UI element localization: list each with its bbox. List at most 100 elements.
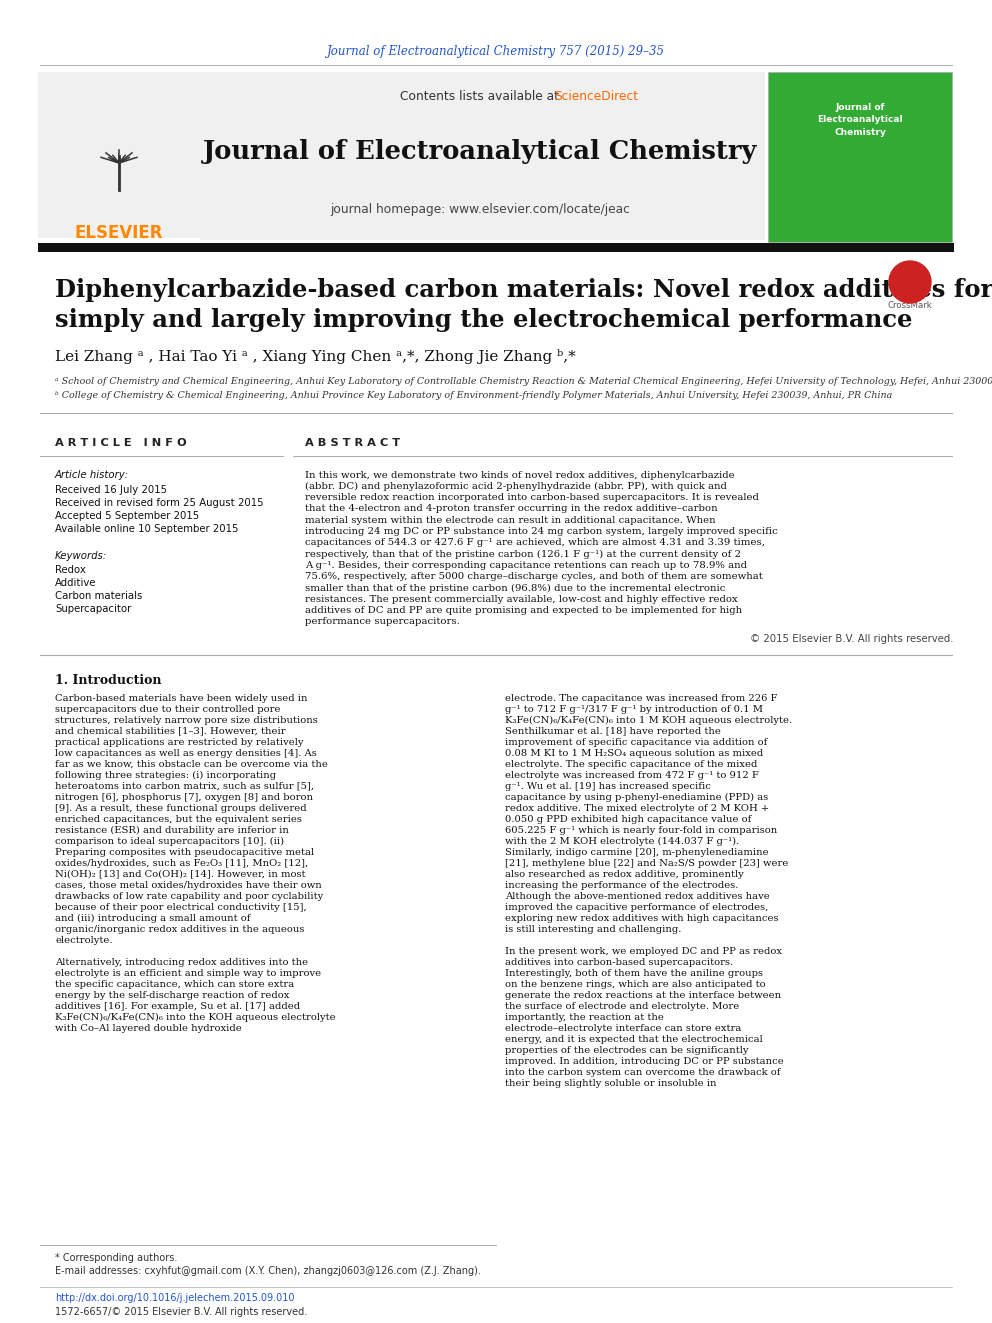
Text: importantly, the reaction at the: importantly, the reaction at the: [505, 1012, 664, 1021]
Text: 1. Introduction: 1. Introduction: [55, 673, 162, 687]
Text: enriched capacitances, but the equivalent series: enriched capacitances, but the equivalen…: [55, 815, 302, 824]
Text: additives of DC and PP are quite promising and expected to be implemented for hi: additives of DC and PP are quite promisi…: [305, 606, 742, 615]
Text: journal homepage: www.elsevier.com/locate/jeac: journal homepage: www.elsevier.com/locat…: [330, 204, 630, 217]
Text: Diphenylcarbazide-based carbon materials: Novel redox additives for: Diphenylcarbazide-based carbon materials…: [55, 278, 992, 302]
Text: organic/inorganic redox additives in the aqueous: organic/inorganic redox additives in the…: [55, 925, 305, 934]
Text: [9]. As a result, these functional groups delivered: [9]. As a result, these functional group…: [55, 803, 307, 812]
Text: Contents lists available at: Contents lists available at: [401, 90, 559, 102]
Text: Journal of
Electroanalytical
Chemistry: Journal of Electroanalytical Chemistry: [817, 103, 903, 138]
Text: A g⁻¹. Besides, their corresponding capacitance retentions can reach up to 78.9%: A g⁻¹. Besides, their corresponding capa…: [305, 561, 747, 570]
Text: because of their poor electrical conductivity [15],: because of their poor electrical conduct…: [55, 902, 307, 912]
Text: on the benzene rings, which are also anticipated to: on the benzene rings, which are also ant…: [505, 980, 766, 988]
Text: their being slightly soluble or insoluble in: their being slightly soluble or insolubl…: [505, 1078, 716, 1088]
Text: Carbon materials: Carbon materials: [55, 591, 143, 601]
Text: capacitance by using p-phenyl-enediamine (PPD) as: capacitance by using p-phenyl-enediamine…: [505, 792, 768, 802]
Text: g⁻¹ to 712 F g⁻¹/317 F g⁻¹ by introduction of 0.1 M: g⁻¹ to 712 F g⁻¹/317 F g⁻¹ by introducti…: [505, 705, 763, 713]
Text: In the present work, we employed DC and PP as redox: In the present work, we employed DC and …: [505, 947, 782, 955]
Text: with Co–Al layered double hydroxide: with Co–Al layered double hydroxide: [55, 1024, 242, 1033]
Text: properties of the electrodes can be significantly: properties of the electrodes can be sign…: [505, 1045, 749, 1054]
Text: ᵃ School of Chemistry and Chemical Engineering, Anhui Key Laboratory of Controll: ᵃ School of Chemistry and Chemical Engin…: [55, 377, 992, 385]
Text: CrossMark: CrossMark: [888, 300, 932, 310]
Text: heteroatoms into carbon matrix, such as sulfur [5],: heteroatoms into carbon matrix, such as …: [55, 782, 314, 791]
Text: K₃Fe(CN)₆/K₄Fe(CN)₆ into 1 M KOH aqueous electrolyte.: K₃Fe(CN)₆/K₄Fe(CN)₆ into 1 M KOH aqueous…: [505, 716, 793, 725]
Text: smaller than that of the pristine carbon (96.8%) due to the incremental electron: smaller than that of the pristine carbon…: [305, 583, 725, 593]
Text: g⁻¹. Wu et al. [19] has increased specific: g⁻¹. Wu et al. [19] has increased specif…: [505, 782, 711, 791]
Text: and chemical stabilities [1–3]. However, their: and chemical stabilities [1–3]. However,…: [55, 726, 286, 736]
Text: resistance (ESR) and durability are inferior in: resistance (ESR) and durability are infe…: [55, 826, 289, 835]
Text: Senthilkumar et al. [18] have reported the: Senthilkumar et al. [18] have reported t…: [505, 726, 721, 736]
Text: Received in revised form 25 August 2015: Received in revised form 25 August 2015: [55, 497, 264, 508]
Bar: [38, 243, 954, 251]
Text: electrolyte. The specific capacitance of the mixed: electrolyte. The specific capacitance of…: [505, 759, 757, 769]
Text: K₃Fe(CN)₆/K₄Fe(CN)₆ into the KOH aqueous electrolyte: K₃Fe(CN)₆/K₄Fe(CN)₆ into the KOH aqueous…: [55, 1012, 335, 1021]
Text: improved the capacitive performance of electrodes,: improved the capacitive performance of e…: [505, 902, 769, 912]
Text: Journal of Electroanalytical Chemistry 757 (2015) 29–35: Journal of Electroanalytical Chemistry 7…: [327, 45, 665, 58]
Circle shape: [889, 261, 931, 303]
Bar: [200, 71, 765, 239]
Text: Available online 10 September 2015: Available online 10 September 2015: [55, 524, 238, 534]
Text: ScienceDirect: ScienceDirect: [554, 90, 638, 102]
Text: 75.6%, respectively, after 5000 charge–discharge cycles, and both of them are so: 75.6%, respectively, after 5000 charge–d…: [305, 573, 763, 581]
Text: is still interesting and challenging.: is still interesting and challenging.: [505, 925, 682, 934]
Text: * Corresponding authors.: * Corresponding authors.: [55, 1253, 178, 1263]
Text: comparison to ideal supercapacitors [10]. (ii): comparison to ideal supercapacitors [10]…: [55, 836, 284, 845]
Text: Redox: Redox: [55, 565, 86, 576]
Text: E-mail addresses: cxyhfut@gmail.com (X.Y. Chen), zhangzj0603@126.com (Z.J. Zhang: E-mail addresses: cxyhfut@gmail.com (X.Y…: [55, 1266, 481, 1275]
Text: additives [16]. For example, Su et al. [17] added: additives [16]. For example, Su et al. […: [55, 1002, 301, 1011]
Text: increasing the performance of the electrodes.: increasing the performance of the electr…: [505, 881, 738, 889]
Text: practical applications are restricted by relatively: practical applications are restricted by…: [55, 738, 304, 746]
Text: far as we know, this obstacle can be overcome via the: far as we know, this obstacle can be ove…: [55, 759, 328, 769]
Text: the surface of electrode and electrolyte. More: the surface of electrode and electrolyte…: [505, 1002, 739, 1011]
Text: Ni(OH)₂ [13] and Co(OH)₂ [14]. However, in most: Ni(OH)₂ [13] and Co(OH)₂ [14]. However, …: [55, 869, 306, 878]
Text: © 2015 Elsevier B.V. All rights reserved.: © 2015 Elsevier B.V. All rights reserved…: [751, 634, 954, 644]
Text: Article history:: Article history:: [55, 470, 129, 480]
Text: energy, and it is expected that the electrochemical: energy, and it is expected that the elec…: [505, 1035, 763, 1044]
Text: Although the above-mentioned redox additives have: Although the above-mentioned redox addit…: [505, 892, 770, 901]
Text: simply and largely improving the electrochemical performance: simply and largely improving the electro…: [55, 308, 913, 332]
Text: http://dx.doi.org/10.1016/j.jelechem.2015.09.010: http://dx.doi.org/10.1016/j.jelechem.201…: [55, 1293, 295, 1303]
Text: nitrogen [6], phosphorus [7], oxygen [8] and boron: nitrogen [6], phosphorus [7], oxygen [8]…: [55, 792, 313, 802]
Text: resistances. The present commercially available, low-cost and highly effective r: resistances. The present commercially av…: [305, 595, 738, 603]
Text: improvement of specific capacitance via addition of: improvement of specific capacitance via …: [505, 738, 768, 746]
Text: additives into carbon-based supercapacitors.: additives into carbon-based supercapacit…: [505, 958, 733, 967]
Text: low capacitances as well as energy densities [4]. As: low capacitances as well as energy densi…: [55, 749, 316, 758]
Text: 0.08 M KI to 1 M H₂SO₄ aqueous solution as mixed: 0.08 M KI to 1 M H₂SO₄ aqueous solution …: [505, 749, 763, 758]
Bar: [768, 71, 952, 242]
Text: 1572-6657/© 2015 Elsevier B.V. All rights reserved.: 1572-6657/© 2015 Elsevier B.V. All right…: [55, 1307, 308, 1316]
Text: reversible redox reaction incorporated into carbon-based supercapacitors. It is : reversible redox reaction incorporated i…: [305, 493, 759, 503]
Text: that the 4-electron and 4-proton transfer occurring in the redox additive–carbon: that the 4-electron and 4-proton transfe…: [305, 504, 717, 513]
Text: In this work, we demonstrate two kinds of novel redox additives, diphenylcarbazi: In this work, we demonstrate two kinds o…: [305, 471, 735, 479]
Text: A R T I C L E   I N F O: A R T I C L E I N F O: [55, 438, 186, 448]
Text: also researched as redox additive, prominently: also researched as redox additive, promi…: [505, 869, 744, 878]
Text: cases, those metal oxides/hydroxides have their own: cases, those metal oxides/hydroxides hav…: [55, 881, 321, 889]
Text: respectively, than that of the pristine carbon (126.1 F g⁻¹) at the current dens: respectively, than that of the pristine …: [305, 549, 741, 558]
Text: (abbr. DC) and phenylazoformic acid 2-phenylhydrazide (abbr. PP), with quick and: (abbr. DC) and phenylazoformic acid 2-ph…: [305, 482, 727, 491]
Text: redox additive. The mixed electrolyte of 2 M KOH +: redox additive. The mixed electrolyte of…: [505, 803, 769, 812]
Text: drawbacks of low rate capability and poor cyclability: drawbacks of low rate capability and poo…: [55, 892, 323, 901]
Text: Received 16 July 2015: Received 16 July 2015: [55, 486, 167, 495]
Text: electrolyte was increased from 472 F g⁻¹ to 912 F: electrolyte was increased from 472 F g⁻¹…: [505, 771, 759, 779]
Text: Alternatively, introducing redox additives into the: Alternatively, introducing redox additiv…: [55, 958, 309, 967]
Text: 0.050 g PPD exhibited high capacitance value of: 0.050 g PPD exhibited high capacitance v…: [505, 815, 751, 824]
Text: supercapacitors due to their controlled pore: supercapacitors due to their controlled …: [55, 705, 281, 713]
Text: Lei Zhang ᵃ , Hai Tao Yi ᵃ , Xiang Ying Chen ᵃ,*, Zhong Jie Zhang ᵇ,*: Lei Zhang ᵃ , Hai Tao Yi ᵃ , Xiang Ying …: [55, 348, 575, 364]
Text: with the 2 M KOH electrolyte (144.037 F g⁻¹).: with the 2 M KOH electrolyte (144.037 F …: [505, 836, 739, 845]
Text: into the carbon system can overcome the drawback of: into the carbon system can overcome the …: [505, 1068, 781, 1077]
Text: Keywords:: Keywords:: [55, 550, 107, 561]
Text: electrolyte.: electrolyte.: [55, 935, 112, 945]
Bar: [38, 71, 200, 238]
Text: electrode. The capacitance was increased from 226 F: electrode. The capacitance was increased…: [505, 693, 778, 703]
Text: Supercapacitor: Supercapacitor: [55, 605, 131, 614]
Text: [21], methylene blue [22] and Na₂S/S powder [23] were: [21], methylene blue [22] and Na₂S/S pow…: [505, 859, 789, 868]
Text: following three strategies: (i) incorporating: following three strategies: (i) incorpor…: [55, 770, 276, 779]
Text: A B S T R A C T: A B S T R A C T: [305, 438, 400, 448]
Text: exploring new redox additives with high capacitances: exploring new redox additives with high …: [505, 914, 779, 922]
Text: introducing 24 mg DC or PP substance into 24 mg carbon system, largely improved : introducing 24 mg DC or PP substance int…: [305, 527, 778, 536]
Text: electrolyte is an efficient and simple way to improve: electrolyte is an efficient and simple w…: [55, 968, 321, 978]
Text: capacitances of 544.3 or 427.6 F g⁻¹ are achieved, which are almost 4.31 and 3.3: capacitances of 544.3 or 427.6 F g⁻¹ are…: [305, 538, 765, 548]
Text: generate the redox reactions at the interface between: generate the redox reactions at the inte…: [505, 991, 781, 1000]
Text: performance supercapacitors.: performance supercapacitors.: [305, 618, 460, 626]
Text: ✓: ✓: [903, 271, 918, 288]
Text: Carbon-based materials have been widely used in: Carbon-based materials have been widely …: [55, 693, 308, 703]
Text: Journal of Electroanalytical Chemistry: Journal of Electroanalytical Chemistry: [202, 139, 757, 164]
